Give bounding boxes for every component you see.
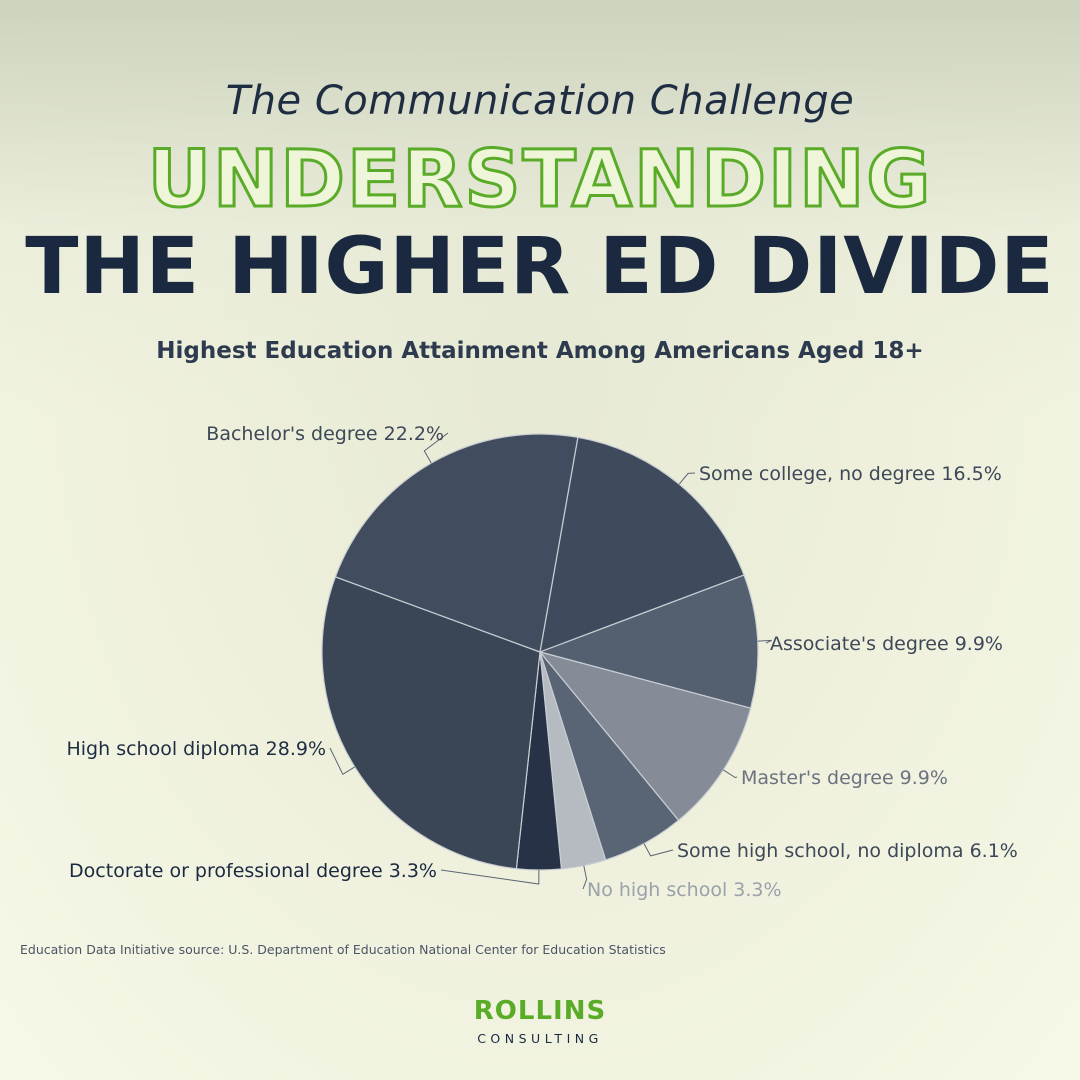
source-note: Education Data Initiative source: U.S. D…	[20, 942, 666, 957]
pie-slice-bachelor-s-degree	[334, 433, 579, 653]
slice-label-bachelor-s-degree: Bachelor's degree 22.2%	[206, 423, 444, 445]
leader-line-doctorate-or-professional-degree	[440, 869, 540, 885]
pie-slice-master-s-degree	[538, 650, 752, 822]
slice-label-doctorate-or-professional-degree: Doctorate or professional degree 3.3%	[69, 860, 437, 882]
pie-slice-high-school-diploma	[321, 576, 541, 870]
slice-label-master-s-degree: Master's degree 9.9%	[741, 767, 948, 789]
chart-title: Highest Education Attainment Among Ameri…	[156, 338, 924, 364]
leader-line-master-s-degree	[723, 769, 738, 779]
slice-label-high-school-diploma: High school diploma 28.9%	[66, 738, 326, 760]
slice-label-some-college-no-degree: Some college, no degree 16.5%	[699, 463, 1002, 485]
leader-line-some-high-school-no-diploma	[643, 843, 674, 857]
leader-line-high-school-diploma	[329, 747, 355, 776]
brand-logo-name: ROLLINS	[473, 996, 607, 1026]
headline-solid: THE HIGHER ED DIVIDE	[25, 222, 1055, 312]
leader-line-some-college-no-degree	[678, 472, 696, 485]
slice-label-associate-s-degree: Associate's degree 9.9%	[770, 633, 1003, 655]
headline-outline: UNDERSTANDING	[146, 134, 933, 227]
leader-line-bachelor-s-degree	[423, 432, 449, 464]
background-gradient	[0, 0, 1080, 420]
slice-label-some-high-school-no-diploma: Some high school, no diploma 6.1%	[677, 840, 1018, 862]
brand-logo-sub: CONSULTING	[477, 1031, 603, 1046]
kicker-title: The Communication Challenge	[225, 78, 855, 124]
leader-line-no-high-school	[582, 865, 588, 890]
pie-slice-some-college-no-degree	[539, 436, 745, 653]
slice-label-no-high-school: No high school 3.3%	[587, 879, 782, 901]
leader-line-associate-s-degree	[757, 639, 772, 644]
